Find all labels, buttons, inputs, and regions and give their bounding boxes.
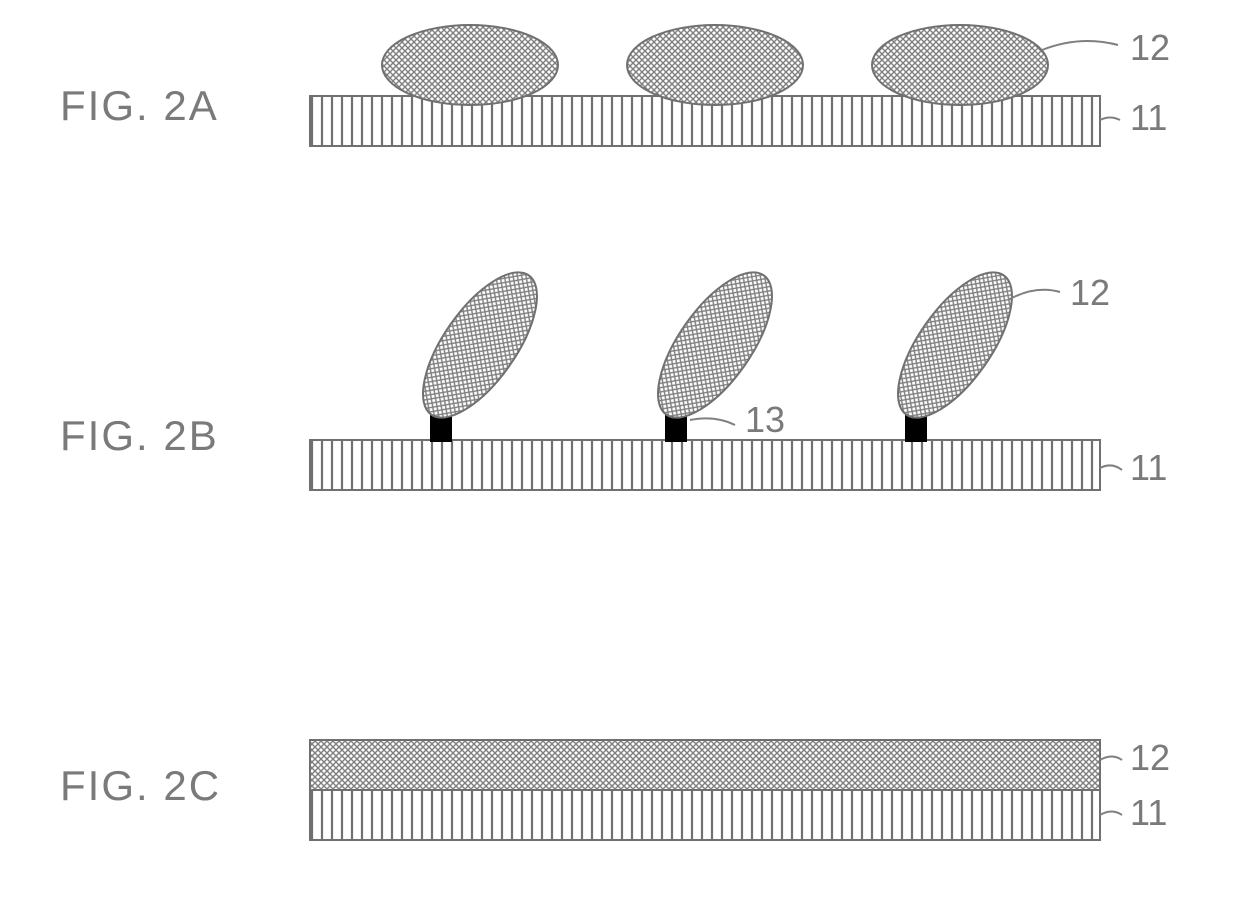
fig-2c-label: FIG. 2C [60, 762, 221, 809]
fig-2b-ref-13-leader [690, 418, 735, 425]
fig-2c-layer [310, 740, 1100, 790]
fig-2b-label: FIG. 2B [60, 412, 219, 459]
fig-2a-ref-12-leader [1042, 41, 1118, 50]
fig-2c-ref-12: 12 [1130, 737, 1170, 778]
fig-2b-ref-12-leader [1008, 290, 1060, 300]
fig-2b-ellipse-2 [877, 255, 1033, 436]
fig-2a-ref-12: 12 [1130, 27, 1170, 68]
fig-2a-ref-11: 11 [1130, 97, 1167, 138]
fig-2c-substrate [310, 790, 1100, 840]
fig-2a-ellipse-0 [382, 25, 558, 105]
fig-2c-ref-12-leader [1100, 757, 1122, 761]
fig-2a-ellipse-2 [872, 25, 1048, 105]
fig-2c-ref-11-leader [1100, 812, 1122, 816]
fig-2b-substrate [310, 440, 1100, 490]
fig-2b-ellipse-0 [402, 255, 558, 436]
fig-2b-ref-12: 12 [1070, 272, 1110, 313]
fig-2b-ref-11-leader [1100, 465, 1122, 470]
fig-2b-ref-13: 13 [745, 399, 785, 440]
fig-2a-ellipse-1 [627, 25, 803, 105]
fig-2a-ref-11-leader [1100, 118, 1120, 121]
fig-2b-ref-11: 11 [1130, 447, 1167, 488]
fig-2c-ref-11: 11 [1130, 792, 1167, 833]
fig-2a-label: FIG. 2A [60, 82, 219, 129]
